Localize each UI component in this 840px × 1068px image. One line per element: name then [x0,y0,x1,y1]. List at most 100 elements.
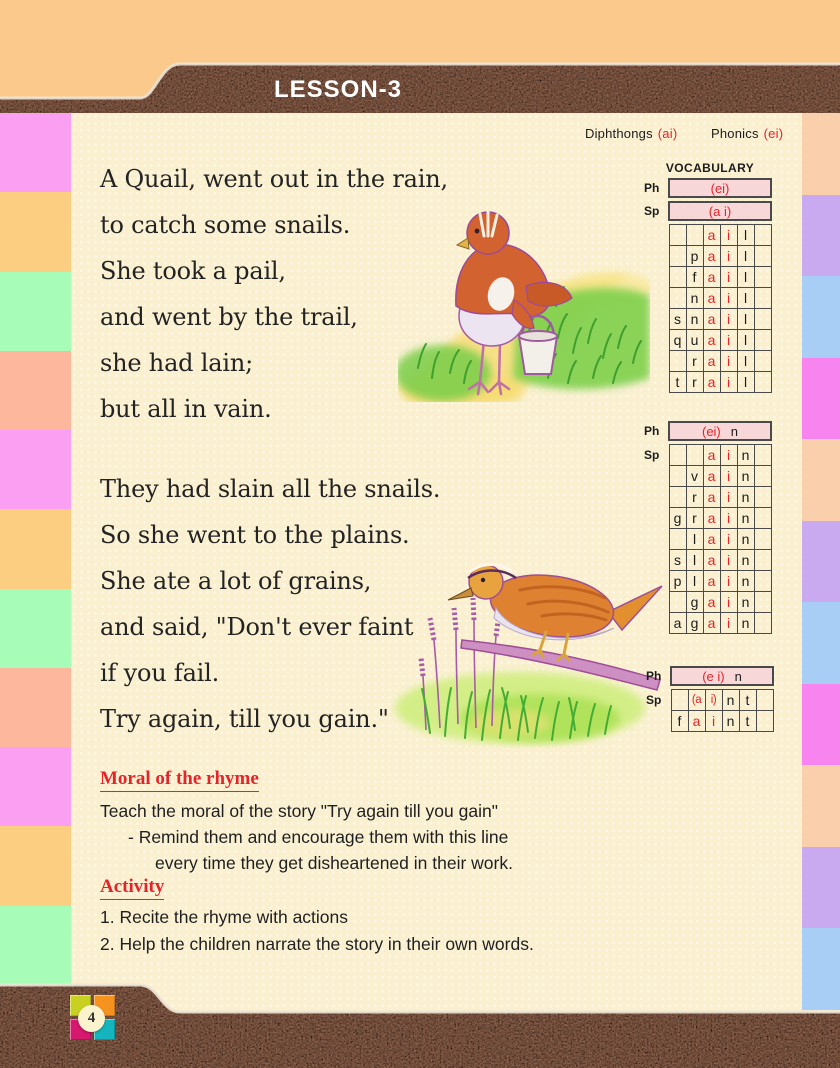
left-stripe [0,509,71,589]
letter-cell: a [702,329,721,351]
letter-cell: a [702,308,721,330]
right-stripe [802,683,840,766]
letter-cell: a [702,371,721,393]
letter-cell: i [719,371,738,393]
phonics-header-cell: (e i) n [670,666,774,686]
right-stripe [802,194,840,277]
letter-cell: a [702,444,721,466]
letter-cell: i [719,570,738,592]
letter-cell [753,224,772,246]
poem-line: if you fail. [100,659,220,687]
letter-cell: r [685,371,704,393]
letter-cell: n [721,710,740,732]
letter-cell: l [736,266,755,288]
activity-item: 2. Help the children narrate the story i… [100,934,534,954]
letter-cell: l [685,570,704,592]
phonics-text: Phonics [711,126,759,141]
letter-cell [685,444,704,466]
letter-cell: a [702,465,721,487]
letter-cell [668,444,687,466]
letter-cell: p [685,245,704,267]
left-stripe [0,430,71,510]
vocabulary-table: Ph (ei) Sp (a i) a i l p a i l f a i l n a i l s n a i l q u a i l r a… [644,178,772,393]
vocabulary-table-faint: Ph (e i) n Sp (a i) n t f a i n t [646,666,774,732]
letter-cell: i [704,710,723,732]
letter-cell: p [668,570,687,592]
letter-cell: i [719,528,738,550]
letter-cell: i) [704,689,723,711]
letter-cell: f [670,710,689,732]
letter-cell: n [721,689,740,711]
moral-line: every time they get disheartened in thei… [155,853,513,873]
vocabulary-title: VOCABULARY [665,161,755,175]
letter-cell: i [719,308,738,330]
ph-label: Ph [644,181,660,195]
right-stripe [802,928,840,1011]
poem-line: she had lain; [100,349,253,377]
letter-cell: l [736,245,755,267]
vocabulary-table: Ph (e i) n Sp (a i) n t f a i n t [646,666,774,732]
letter-cell: r [685,350,704,372]
page-number: 4 [87,1010,96,1026]
letter-cell [753,612,772,634]
letter-cell: r [685,507,704,529]
sp-label: Sp [646,693,662,707]
phonics-header-cell: (ei) [668,178,772,198]
right-stripe [802,765,840,847]
poem-line: A Quail, went out in the rain, [100,165,448,193]
letter-cell: a [702,507,721,529]
quail-with-pail-illustration [398,210,650,402]
poem-line: and went by the trail, [100,303,358,331]
right-stripe [802,439,840,521]
letter-cell: n [736,465,755,487]
bird [447,563,663,662]
letter-cell: a [702,612,721,634]
left-stripe [0,588,71,668]
letter-cell: t [668,371,687,393]
letter-cell [753,329,772,351]
left-stripe [0,905,71,985]
letter-cell [668,287,687,309]
letter-cell [753,266,772,288]
activity-item: 1. Recite the rhyme with actions [100,907,349,927]
sp-label: Sp [644,448,660,462]
left-stripe [0,271,71,351]
phonics-value: (ei) [763,126,784,141]
letter-cell [668,528,687,550]
right-stripe [802,602,840,684]
letter-cell: g [685,612,704,634]
letter-cell: g [685,591,704,613]
letter-cell: n [736,612,755,634]
letter-cell: a [702,591,721,613]
letter-cell: i [719,329,738,351]
letter-cell [753,245,772,267]
left-stripe [0,747,71,827]
letter-cell: s [668,549,687,571]
letter-cell: n [736,549,755,571]
letter-cell [753,371,772,393]
letter-cell: l [685,549,704,571]
letter-cell: n [685,287,704,309]
letter-cell [668,224,687,246]
letter-cell: i [719,465,738,487]
letter-cell: i [719,224,738,246]
letter-cell: a [702,549,721,571]
letter-cell: i [719,507,738,529]
poem-stanza-2: They had slain all the snails. So she wen… [100,466,520,742]
left-stripe [0,667,71,748]
letter-cell: i [719,287,738,309]
letter-cell: i [719,444,738,466]
phonics-header-cell: (ei) n [668,421,772,441]
right-stripe [802,520,840,603]
letter-cell: a [702,266,721,288]
letter-cell: n [685,308,704,330]
sp-label: Sp [644,204,660,218]
